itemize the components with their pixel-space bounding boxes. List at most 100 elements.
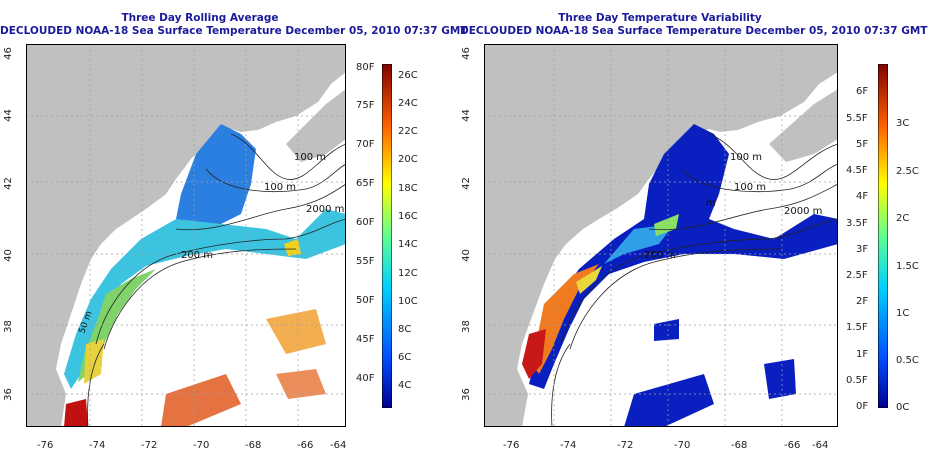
contour-line <box>205 163 346 192</box>
cbar-f-label: 3F <box>856 244 869 255</box>
contour-line <box>648 183 838 231</box>
cbar-c-label: 4C <box>398 380 412 391</box>
left-title-1: Three Day Rolling Average <box>121 12 279 24</box>
cbar-f-label: 1.5F <box>846 322 868 333</box>
cbar-c-label: 6C <box>398 352 412 363</box>
sst-shelf-cyan <box>64 209 346 389</box>
sst-shelf-blue <box>176 124 256 229</box>
lon-tick: -70 <box>193 440 210 451</box>
cbar-f-label: 50F <box>356 295 375 306</box>
lon-tick: -64 <box>330 440 347 451</box>
lon-tick: -68 <box>245 440 262 451</box>
cbar-c-label: 20C <box>398 154 418 165</box>
cbar-f-label: 4.5F <box>846 165 868 176</box>
cbar-c-label: 0C <box>896 402 910 413</box>
lat-tick: 42 <box>460 177 472 190</box>
lon-tick: -66 <box>784 440 801 451</box>
contour-label: 100 m <box>264 182 296 193</box>
lat-tick: 46 <box>460 47 472 60</box>
cbar-c-label: 1C <box>896 308 910 319</box>
contour-label: 100 m <box>734 182 766 193</box>
cbar-f-label: 0.5F <box>846 375 868 386</box>
contour-line <box>551 343 571 427</box>
cbar-c-label: 2C <box>896 213 910 224</box>
var-blue-base <box>529 124 838 389</box>
cbar-c-label: 2.5C <box>896 166 919 177</box>
var-patch-1 <box>654 319 679 341</box>
cbar-f-label: 6F <box>856 86 869 97</box>
cbar-f-label: 1F <box>856 349 869 360</box>
contour-label: 100 m <box>294 152 326 163</box>
var-orange-band <box>532 264 599 374</box>
sst-patch-5 <box>276 369 326 399</box>
lat-tick: 40 <box>460 249 472 262</box>
cbar-c-label: 10C <box>398 296 418 307</box>
cbar-c-label: 1.5C <box>896 261 919 272</box>
lat-tick: 40 <box>2 249 14 262</box>
cbar-f-label: 2F <box>856 296 869 307</box>
contour-line <box>103 248 297 350</box>
cbar-c-label: 22C <box>398 126 418 137</box>
contour-label: 2000 m <box>306 204 344 215</box>
sst-variability-map: 100 m 100 m 2000 m 200 m m <box>484 44 838 427</box>
contour-label: 100 m <box>730 152 762 163</box>
lon-tick: -76 <box>37 440 54 451</box>
lon-tick: -70 <box>674 440 691 451</box>
grid-lines <box>484 44 838 427</box>
lat-tick: 38 <box>2 320 14 333</box>
cbar-c-label: 0.5C <box>896 355 919 366</box>
contour-line <box>87 343 105 427</box>
contour-line <box>230 133 346 180</box>
lon-tick: -72 <box>617 440 634 451</box>
lat-tick: 42 <box>2 177 14 190</box>
cbar-f-label: 80F <box>356 62 375 73</box>
lon-tick: -66 <box>297 440 314 451</box>
sst-yellow <box>84 339 104 384</box>
cbar-f-label: 40F <box>356 373 375 384</box>
contour-line <box>175 183 346 231</box>
colorbar-average <box>382 64 392 408</box>
cbar-f-label: 45F <box>356 334 375 345</box>
cbar-c-label: 26C <box>398 70 418 81</box>
cbar-f-label: 4F <box>856 191 869 202</box>
lat-tick: 44 <box>2 109 14 122</box>
lon-tick: -68 <box>731 440 748 451</box>
lat-tick: 46 <box>2 47 14 60</box>
grid-lines <box>26 44 346 427</box>
cbar-c-label: 8C <box>398 324 412 335</box>
contour-label: 200 m <box>644 250 676 261</box>
sst-patch-1 <box>284 239 301 256</box>
contour-label: 2000 m <box>784 206 822 217</box>
cbar-f-label: 70F <box>356 139 375 150</box>
cbar-f-label: 0F <box>856 401 869 412</box>
lon-tick: -72 <box>141 440 158 451</box>
contour-line <box>708 133 838 180</box>
var-yellow-band <box>576 266 602 294</box>
sst-patch-3 <box>161 374 241 427</box>
cbar-c-label: 12C <box>398 268 418 279</box>
lon-tick: -74 <box>560 440 577 451</box>
sst-average-map: 100 m 100 m 2000 m 200 m 50 m <box>26 44 346 427</box>
cbar-c-label: 24C <box>398 98 418 109</box>
lat-tick: 38 <box>460 320 472 333</box>
lon-tick: -76 <box>503 440 520 451</box>
var-green <box>654 214 679 236</box>
cbar-f-label: 5F <box>856 139 869 150</box>
right-title-2: DECLOUDED NOAA-18 Sea Surface Temperatur… <box>460 25 928 37</box>
lat-tick: 44 <box>460 109 472 122</box>
cbar-c-label: 3C <box>896 118 910 129</box>
contour-line <box>95 218 346 345</box>
cbar-f-label: 65F <box>356 178 375 189</box>
contour-line <box>680 163 838 192</box>
lat-tick: 36 <box>460 388 472 401</box>
contour-line <box>569 248 781 350</box>
left-title-2: DECLOUDED NOAA-18 Sea Surface Temperatur… <box>0 25 468 37</box>
contour-label: 200 m <box>181 250 213 261</box>
nova-scotia <box>286 89 346 162</box>
lon-tick: -74 <box>89 440 106 451</box>
cbar-c-label: 18C <box>398 183 418 194</box>
contour-line <box>560 218 838 345</box>
cbar-f-label: 55F <box>356 256 375 267</box>
lon-tick: -64 <box>812 440 829 451</box>
lat-tick: 36 <box>2 388 14 401</box>
